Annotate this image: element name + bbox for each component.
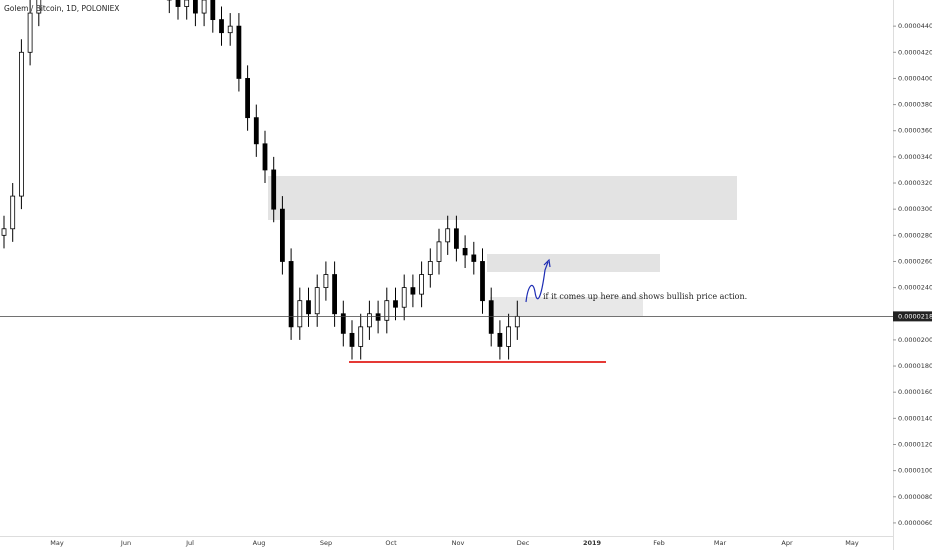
x-tick-label: Jul	[185, 539, 194, 547]
candle-body	[410, 287, 416, 295]
x-tick-label: Nov	[452, 539, 465, 547]
candle-body	[393, 300, 398, 308]
candle-body	[1, 228, 7, 236]
candle-body	[332, 274, 338, 315]
candle-body	[219, 19, 224, 34]
candle-body	[514, 315, 520, 328]
candle-body	[253, 117, 259, 145]
candle-body	[175, 0, 181, 7]
candle-body	[462, 247, 468, 256]
zone	[487, 254, 660, 272]
candle-body	[453, 228, 459, 249]
candle-body	[384, 300, 390, 321]
last-price-box	[893, 311, 932, 322]
candle-body	[288, 261, 294, 328]
arrow-head	[543, 258, 551, 268]
candle-body	[349, 332, 355, 347]
candle-body	[227, 25, 233, 34]
zone	[490, 297, 643, 316]
projection-arrow	[525, 261, 549, 303]
candle-body	[314, 287, 320, 315]
candle-body	[436, 241, 442, 262]
candles	[1, 0, 520, 360]
candle-body	[201, 0, 207, 14]
candle-body	[271, 169, 277, 210]
x-tick-label: Aug	[253, 539, 266, 547]
candle-body	[488, 300, 494, 334]
candle-body	[36, 0, 42, 14]
x-tick-label: Jun	[120, 539, 131, 547]
candle-body	[497, 332, 503, 347]
candle-body	[340, 313, 346, 334]
zones	[268, 176, 737, 316]
candle-body	[245, 78, 251, 119]
candle-body	[279, 208, 285, 262]
chart-title: Golem / Bitcoin, 1D, POLONIEX	[4, 4, 119, 13]
candle-body	[401, 287, 407, 308]
x-tick-label: Apr	[781, 539, 793, 547]
candle-body	[445, 228, 451, 243]
annotation: if it comes up here and shows bullish pr…	[543, 292, 747, 301]
candle-body	[506, 326, 512, 347]
candle-body	[192, 0, 198, 14]
candle-body	[419, 274, 425, 295]
x-tick-label: Feb	[653, 539, 665, 547]
x-tick-label: 2019	[583, 539, 602, 547]
x-tick-label: May	[50, 539, 64, 547]
y-tick-label: 0.00004400	[898, 22, 932, 30]
x-tick-label: Mar	[714, 539, 727, 547]
x-tick-label: May	[845, 539, 859, 547]
candle-body	[10, 195, 16, 230]
candle-body	[210, 0, 216, 21]
candle-body	[184, 0, 190, 7]
candle-body	[358, 326, 364, 347]
candle-body	[27, 12, 33, 53]
candle-body	[375, 313, 381, 321]
candle-body	[18, 51, 24, 197]
zone	[268, 176, 737, 220]
candle-body	[471, 254, 477, 262]
x-tick-label: Oct	[385, 539, 397, 547]
candle-body	[236, 25, 242, 79]
candle-body	[427, 261, 433, 275]
candle-body	[480, 261, 485, 302]
last-price-label: 0.00002180	[898, 312, 932, 320]
candle-body	[366, 313, 372, 328]
candle-body	[262, 143, 268, 171]
candle-body	[323, 274, 329, 289]
candle-body	[306, 300, 311, 315]
x-tick-label: Dec	[517, 539, 530, 547]
candle-body	[297, 300, 303, 328]
x-tick-label: Sep	[320, 539, 332, 547]
